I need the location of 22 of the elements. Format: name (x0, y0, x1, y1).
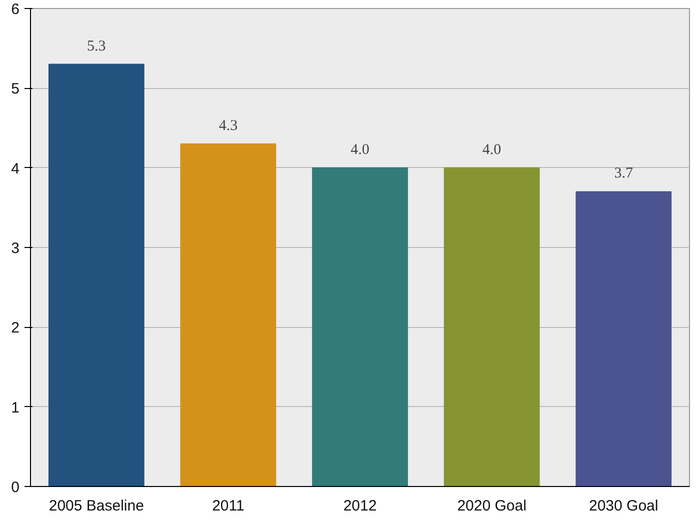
bar (48, 64, 144, 486)
y-tick-label: 4 (11, 160, 20, 178)
y-tick-label: 5 (11, 80, 20, 98)
data-label: 5.3 (87, 38, 106, 54)
bar (180, 143, 276, 486)
x-tick-label: 2005 Baseline (48, 498, 144, 514)
y-tick-label: 3 (11, 240, 20, 257)
bar (312, 167, 408, 486)
x-tick-label: 2012 (343, 498, 377, 514)
y-tick-label: 6 (11, 1, 20, 18)
data-label: 4.0 (350, 142, 370, 158)
x-tick-label: 2020 Goal (457, 498, 526, 514)
data-label: 4.0 (482, 142, 502, 158)
y-tick-label: 2 (11, 320, 20, 337)
bar (444, 167, 540, 486)
y-tick-label: 0 (11, 479, 20, 496)
x-tick-label: 2030 Goal (588, 498, 658, 514)
bar (576, 191, 672, 486)
data-label: 3.7 (614, 166, 634, 182)
y-tick-label: 1 (11, 399, 20, 416)
x-tick-label: 2011 (212, 498, 244, 514)
data-label: 4.3 (218, 118, 238, 134)
